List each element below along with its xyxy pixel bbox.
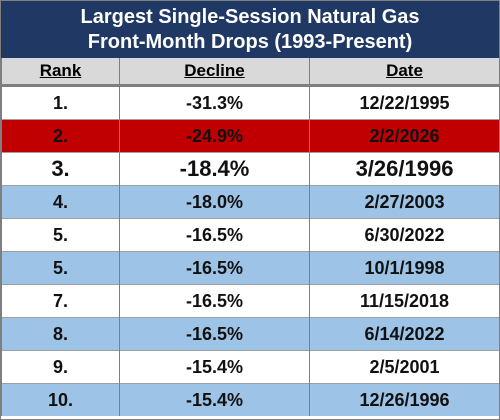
table-cell: 7. [1,284,120,318]
table-cell: 2/2/2026 [309,119,500,153]
table-row: 4. -18.0% 2/27/2003 [1,185,500,219]
table-cell: -15.4% [119,350,310,384]
title-line: Front-Month Drops (1993-Present) [87,31,413,53]
table-cell: -16.5% [119,317,310,351]
table-cell: 2/5/2001 [309,350,500,384]
table-row: 3. -18.4% 3/26/1996 [1,152,500,186]
table-row: 9. -15.4% 2/5/2001 [1,350,500,384]
table-cell: 12/22/1995 [309,85,500,120]
table-cell: -31.3% [119,85,310,120]
table-cell: -24.9% [119,119,310,153]
header-row: Rank Decline Date [1,58,500,87]
title-bar: Largest Single-Session Natural Gas Front… [1,1,499,58]
table-cell: 6/14/2022 [309,317,500,351]
table-cell: 10/1/1998 [309,251,500,285]
table-cell: 10. [1,383,120,416]
table-cell: 5. [1,218,120,252]
column-header: Date [309,58,500,87]
table-body: 1. -31.3% 12/22/1995 2. -24.9% 2/2/2026 3. -18.… [1,85,500,416]
table-cell: 2. [1,119,120,153]
table-cell: 3/26/1996 [309,152,500,186]
table-cell: -18.0% [119,185,310,219]
table-row: 7. -16.5% 11/15/2018 [1,284,500,318]
table-cell: 3. [1,152,120,186]
table-cell: 8. [1,317,120,351]
table-row: 2. -24.9% 2/2/2026 [1,119,500,153]
table-row: 5. -16.5% 10/1/1998 [1,251,500,285]
table-cell: 12/26/1996 [309,383,500,416]
column-header: Rank [1,58,120,87]
table-cell: 4. [1,185,120,219]
table-cell: -18.4% [119,152,310,186]
table-cell: 1. [1,85,120,120]
table-cell: 11/15/2018 [309,284,500,318]
table-row: 1. -31.3% 12/22/1995 [1,85,500,120]
table-cell: 5. [1,251,120,285]
table-cell: -16.5% [119,251,310,285]
table-row: 10. -15.4% 12/26/1996 [1,383,500,416]
table-cell: 6/30/2022 [309,218,500,252]
column-header: Decline [119,58,310,87]
table-cell: -15.4% [119,383,310,416]
table-cell: -16.5% [119,284,310,318]
table-row: 8. -16.5% 6/14/2022 [1,317,500,351]
table-cell: 2/27/2003 [309,185,500,219]
title-line: Largest Single-Session Natural Gas [80,6,420,28]
table-cell: -16.5% [119,218,310,252]
rankings-table: Rank Decline Date 1. -31.3% 12/22/1995 2. -24.… [1,58,500,416]
table-cell: 9. [1,350,120,384]
table-row: 5. -16.5% 6/30/2022 [1,218,500,252]
